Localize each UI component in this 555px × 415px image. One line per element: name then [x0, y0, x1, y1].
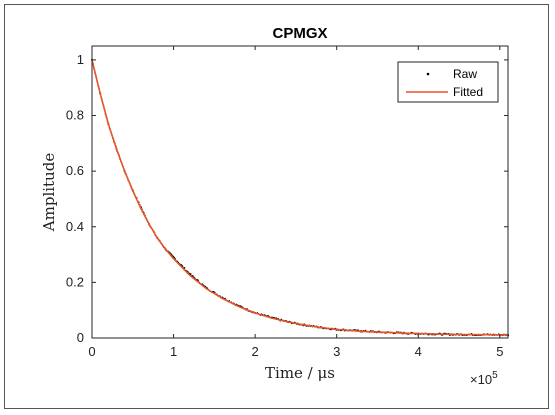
y-tick-label: 0 [77, 330, 84, 345]
chart-marks [91, 58, 509, 337]
axis-ticks: 0 1 2 3 4 5 0 0.2 0.4 0.6 0.8 1 [66, 46, 508, 359]
fitted-line [91, 59, 509, 336]
y-tick-label: 0.8 [66, 108, 84, 123]
raw-point [183, 267, 186, 269]
x-axis-label: Time / μs [265, 364, 335, 382]
x-tick-label: 3 [333, 344, 340, 359]
legend-box [397, 61, 499, 103]
x-tick-label: 2 [252, 344, 259, 359]
raw-point [192, 275, 194, 277]
x-axis-exponent-value: 5 [492, 370, 498, 381]
y-axis-label: Amplitude [40, 153, 58, 233]
x-axis-multiplier: ×10 [470, 372, 492, 387]
x-axis-exponent: ×105 [470, 370, 498, 387]
x-tick-label: 5 [496, 344, 503, 359]
y-tick-label: 0.2 [66, 274, 84, 289]
y-tick-label: 0.6 [66, 163, 84, 178]
legend-fitted-label: Fitted [453, 85, 483, 99]
chart-title: CPMGX [272, 25, 327, 42]
legend-raw-marker [426, 72, 430, 76]
plot-border [91, 45, 509, 339]
y-tick-label: 0.4 [66, 219, 84, 234]
legend-raw-label: Raw [453, 67, 477, 81]
x-tick-label: 0 [88, 344, 95, 359]
x-tick-label: 1 [170, 344, 177, 359]
x-tick-label: 4 [415, 344, 422, 359]
y-tick-label: 1 [77, 52, 84, 67]
legend: Raw Fitted [397, 61, 499, 103]
